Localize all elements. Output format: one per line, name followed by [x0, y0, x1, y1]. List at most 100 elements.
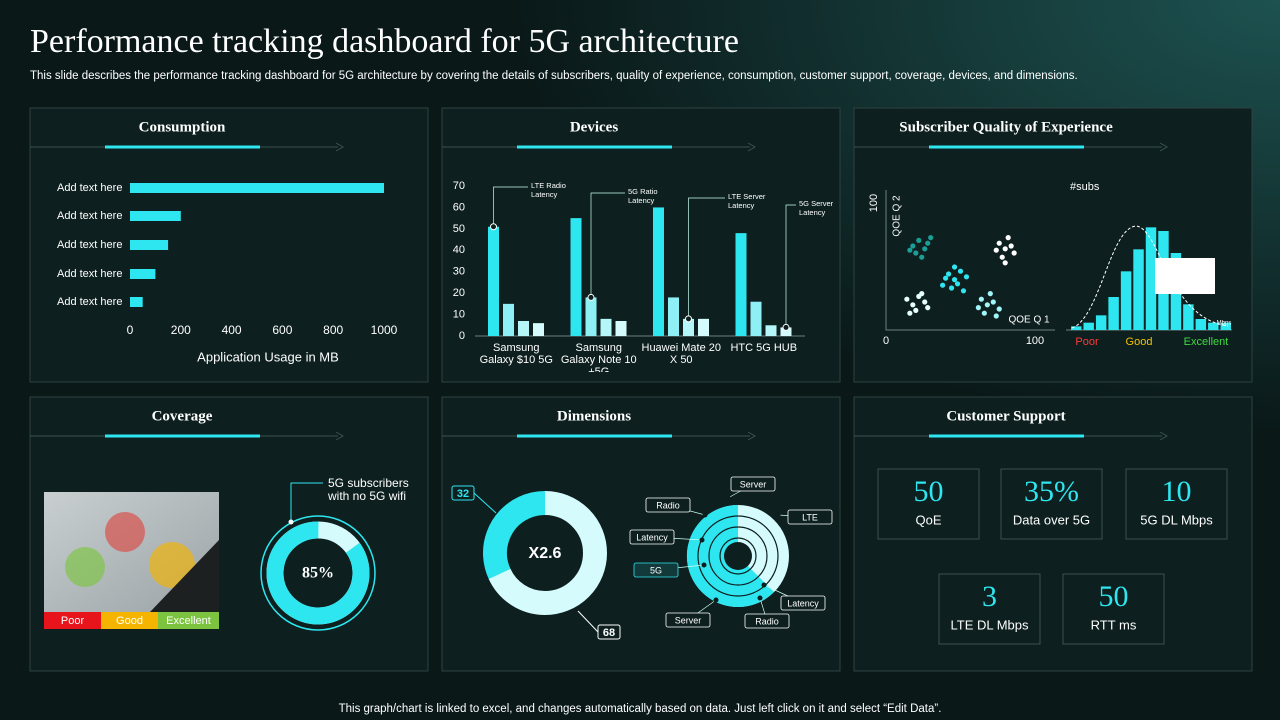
x-tick-label: Samsung Galaxy $10 5G — [479, 342, 553, 366]
kpi-value: 3 — [982, 580, 997, 613]
series-annotation-box: 5G Server Latency — [799, 199, 833, 217]
callout-line — [688, 197, 725, 319]
radial-label: Server — [675, 615, 702, 625]
panel-title: Devices — [570, 119, 618, 135]
x-tick-label: Huawei Mate 20 X 50 — [641, 342, 722, 366]
scatter-point — [951, 264, 958, 270]
bar — [765, 325, 777, 336]
stats-box — [1155, 258, 1215, 294]
map-zone — [105, 512, 145, 552]
x-axis-label: Application Usage in MB — [197, 349, 339, 364]
kpi-value: 50 — [914, 475, 944, 508]
kpi-label: Data over 5G — [1013, 512, 1090, 527]
category-label: Add text here — [57, 182, 122, 194]
x-tick-label: Samsung Galaxy Note 10 +5G — [560, 342, 637, 372]
bar — [615, 321, 627, 336]
x-tick-label-box: Samsung Galaxy Note 10 +5G — [560, 342, 637, 372]
scatter-point — [960, 288, 967, 294]
callout-line — [493, 186, 528, 227]
kpi-card — [938, 573, 1041, 645]
bar — [488, 226, 499, 336]
x-tick-label: HTC 5G HUB — [730, 342, 798, 354]
legend-label: Excellent — [166, 615, 211, 627]
bar — [130, 183, 384, 193]
scatter-point — [925, 305, 931, 311]
panel — [441, 107, 841, 383]
histogram-bar — [1195, 319, 1207, 330]
axes — [885, 190, 1055, 331]
radial-label: Server — [740, 479, 767, 489]
donut-segment — [483, 491, 607, 615]
panel-title: Customer Support — [946, 408, 1065, 424]
radial-label: 5G — [650, 565, 662, 575]
x-tick-label-box: Samsung Galaxy $10 5G — [479, 342, 553, 366]
page-subtitle: This slide describes the performance tra… — [30, 70, 1078, 82]
bar — [130, 297, 143, 307]
x-tick-label-box: Huawei Mate 20 X 50 — [641, 342, 722, 366]
kpi-value: 35% — [1024, 475, 1079, 508]
label-box — [629, 529, 675, 545]
scatter-point — [904, 296, 910, 302]
scatter-point — [925, 240, 931, 246]
x-tick-label: 0 — [883, 335, 889, 347]
donut-annotation: 5G subscribers with no 5G wifi — [328, 477, 409, 503]
scatter-point — [922, 299, 928, 305]
kpi-label: RTT ms — [1091, 617, 1137, 632]
donut-annotation-box: 5G subscribers with no 5G wifi — [328, 477, 409, 503]
label-box — [665, 612, 711, 628]
quality-label: Good — [1126, 336, 1153, 348]
label-box — [744, 613, 790, 629]
scatter-point — [913, 307, 919, 313]
y-tick-label: 20 — [453, 287, 465, 299]
scatter-point — [996, 306, 1002, 312]
map-device — [150, 540, 219, 612]
series-annotation-box: LTE Radio Latency — [531, 181, 566, 199]
kpi-card — [1062, 573, 1165, 645]
legend-swatch — [44, 612, 101, 629]
histogram-bar — [1208, 322, 1219, 330]
kpi-label: QoE — [915, 512, 941, 527]
header-arrow — [747, 142, 757, 152]
bar — [130, 211, 181, 221]
series-annotation: LTE Radio Latency — [531, 181, 566, 199]
scatter-point — [963, 274, 970, 280]
quality-label: Excellent — [1184, 336, 1229, 348]
scatter-point — [993, 247, 999, 253]
histogram-label: #subs — [1070, 181, 1100, 193]
legend-label: Poor — [61, 615, 85, 627]
kpi-card — [1125, 468, 1228, 540]
category-label: Add text here — [57, 239, 122, 251]
radial-label: Radio — [656, 500, 680, 510]
callout-marker — [782, 323, 790, 331]
x-tick-label: 800 — [323, 323, 343, 337]
map-zone — [149, 542, 195, 588]
x-unit-label: Mbps — [1217, 321, 1232, 327]
x-tick-label: 0 — [127, 323, 134, 337]
callout-marker — [725, 495, 731, 501]
bar — [585, 297, 597, 336]
callout-marker — [685, 315, 692, 323]
callout-line — [473, 492, 497, 514]
x-tick-label: 1000 — [371, 323, 398, 337]
histogram-bar — [1095, 315, 1107, 330]
panel — [29, 107, 429, 383]
scatter-point — [948, 285, 955, 291]
scatter-point — [1008, 243, 1014, 249]
label-box — [780, 595, 826, 611]
donut-value-label: 32 — [457, 488, 469, 500]
bar — [518, 321, 529, 336]
category-label: Add text here — [57, 296, 122, 308]
scatter-point — [951, 277, 958, 283]
scatter-point — [916, 237, 922, 243]
scatter-point — [999, 254, 1005, 260]
legend-swatch — [101, 612, 158, 629]
histogram-bar — [1133, 249, 1144, 330]
bar — [130, 269, 156, 279]
bar — [780, 327, 792, 336]
x-tick-label-box: HTC 5G HUB — [730, 342, 798, 354]
callout-line — [785, 204, 796, 328]
panel-title: Dimensions — [557, 408, 631, 424]
y-tick-label: 40 — [453, 244, 465, 256]
series-annotation: LTE Server Latency — [728, 192, 766, 210]
